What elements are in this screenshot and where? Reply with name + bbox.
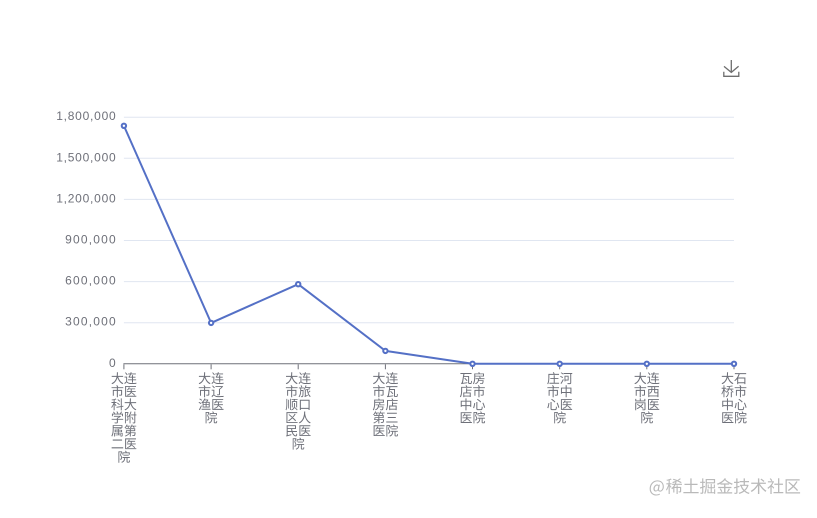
svg-text:0: 0 (109, 356, 116, 370)
svg-text:1,800,000: 1,800,000 (56, 109, 116, 123)
svg-text:1,500,000: 1,500,000 (56, 150, 116, 164)
svg-text:600,000: 600,000 (65, 274, 116, 288)
svg-text:300,000: 300,000 (65, 315, 116, 329)
svg-text:900,000: 900,000 (65, 233, 116, 247)
svg-text:1,200,000: 1,200,000 (56, 191, 116, 205)
